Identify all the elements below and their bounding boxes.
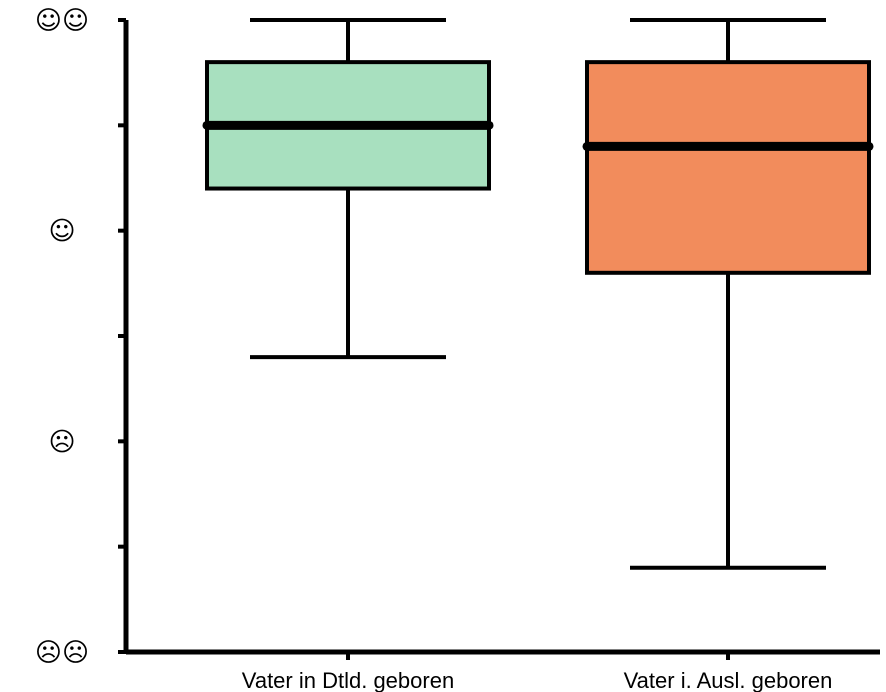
y-tick-label: ☹☹	[35, 638, 89, 668]
x-tick-label: Vater in Dtld. geboren	[242, 668, 454, 692]
box-iqr	[587, 62, 869, 273]
y-tick-label: ☹	[48, 427, 75, 457]
x-tick-label: Vater i. Ausl. geboren	[624, 668, 833, 692]
box-group	[207, 20, 489, 357]
y-tick-label: ☺☺	[35, 6, 89, 36]
boxes	[207, 20, 869, 568]
box-group	[587, 20, 869, 568]
y-tick-label: ☺	[48, 217, 75, 247]
